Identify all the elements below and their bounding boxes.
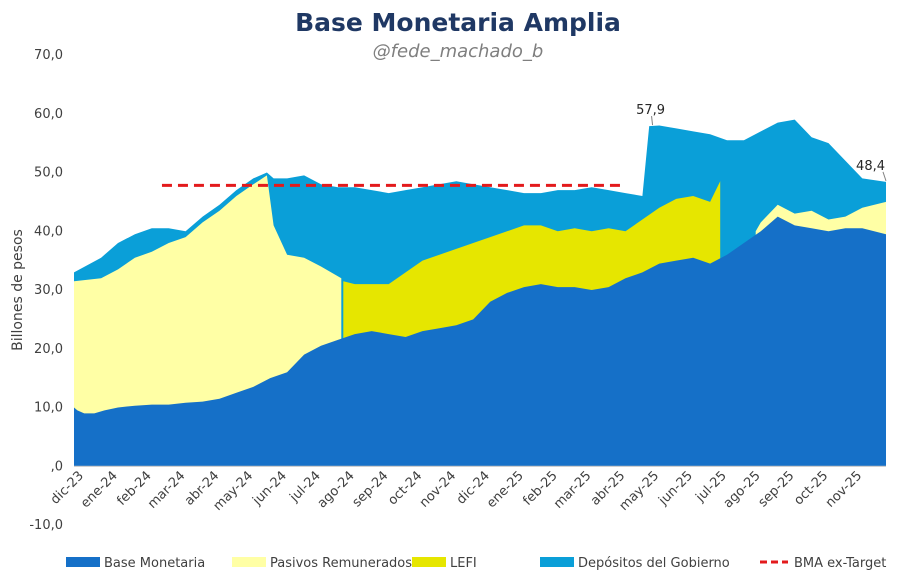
x-tick-label: mar-24 [145,468,188,511]
plot-area [74,119,886,467]
y-tick-label: 50,0 [34,166,63,181]
annotations: 57,9 48,4 [636,103,887,182]
legend-swatch [232,557,266,567]
x-tick-label: jun-24 [249,468,290,509]
legend-label: Base Monetaria [104,556,205,571]
x-tick-label: sep-25 [756,468,798,510]
area-base-monetaria [74,216,886,467]
y-tick-label: ,0 [51,459,63,474]
x-tick-label: ene-24 [78,468,121,511]
legend-label: LEFI [450,556,477,571]
x-tick-label: nov-25 [823,468,865,510]
annotation-leader [651,116,654,126]
y-tick-label: 70,0 [34,48,63,63]
legend: Base Monetaria Pasivos Remunerados LEFI Dep… [66,556,886,571]
legend-label: BMA ex-Target [794,556,886,571]
x-tick-label: ago-24 [315,468,358,511]
legend-swatch [412,557,446,567]
legend-label: Pasivos Remunerados [270,556,412,571]
legend-label: Depósitos del Gobierno [578,556,730,571]
x-tick-label: nov-24 [417,468,459,510]
x-tick-label: ago-25 [721,468,764,511]
y-tick-label: -10,0 [29,518,63,533]
y-tick-label: 40,0 [34,224,63,239]
y-tick-label: 20,0 [34,342,63,357]
legend-swatch [540,557,574,567]
y-tick-label: 30,0 [34,283,63,298]
annotation-label: 48,4 [856,159,885,174]
y-tick-label: 60,0 [34,107,63,122]
chart-title: Base Monetaria Amplia [295,8,621,37]
legend-swatch [66,557,100,567]
annotation-label: 57,9 [636,103,665,118]
x-tick-label: mar-25 [551,468,594,511]
chart-subtitle: @fede_machado_b [373,41,544,62]
annotation-leader [882,171,887,182]
x-tick-label: sep-24 [350,468,392,510]
y-axis-label: Billones de pesos [10,229,26,351]
y-tick-label: 10,0 [34,401,63,416]
x-tick-label: jun-25 [655,468,696,509]
x-tick-label: ene-25 [484,468,527,511]
